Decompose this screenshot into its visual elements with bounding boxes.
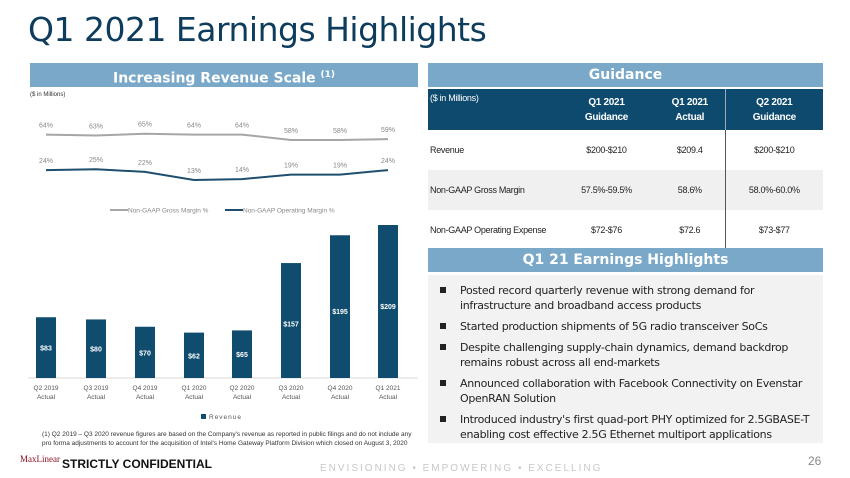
tick-label-sub: Actual [331,394,350,401]
bar [378,225,398,378]
data-label: 24% [39,158,53,165]
bullet-icon [440,380,446,386]
maxlinear-logo: MaxLinear [20,454,60,464]
tick-label-sub: Actual [233,394,252,401]
bar-label: $80 [90,347,102,354]
data-label: 14% [235,167,249,174]
tick-label-sub: Actual [37,394,56,401]
bar-label: $83 [40,346,52,353]
table-row: Revenue $200-$210 $209.4 $200-$210 [428,130,823,170]
col-header: Q1 2021 Actual [654,89,726,130]
bar-label: $157 [283,321,299,328]
table-row: Non-GAAP Gross Margin 57.5%-59.5% 58.6% 58.… [428,170,823,210]
footnote-ref: (1) [320,70,336,80]
revenue-header-text: Increasing Revenue Scale [112,70,316,87]
data-label: 25% [89,157,103,164]
tick-label: Q2 2019 [34,385,59,392]
data-label: 64% [187,123,201,130]
page-title: Q1 2021 Earnings Highlights [28,10,487,49]
data-label: 19% [333,163,347,170]
legend-swatch [201,414,206,419]
table-row: Non-GAAP Operating Expense $72-$76 $72.6 $7… [428,210,823,250]
highlights-header: Q1 21 Earnings Highlights [428,248,823,272]
bar-label: $209 [380,304,396,311]
bar [184,332,204,378]
units-label: ($ in Millions) [30,92,66,98]
data-label: 58% [333,128,347,135]
bar-label: $65 [236,352,248,359]
col-header: Q2 2021 Guidance [724,89,823,130]
data-label: 24% [381,158,395,165]
bar-label: $195 [332,309,348,316]
list-item: Posted record quarterly revenue with str… [440,283,813,313]
bullet-icon [440,416,446,422]
list-item: Announced collaboration with Facebook Co… [440,376,813,406]
bar-label: $62 [188,353,200,360]
bullet-icon [440,344,446,350]
bar [86,319,106,378]
col-header: Q1 2021 Guidance [558,89,655,130]
tick-label: Q4 2020 [328,385,353,392]
bullet-icon [440,287,446,293]
bar [281,263,301,378]
data-label: 13% [187,168,201,175]
data-label: 58% [284,128,298,135]
tick-label: Q4 2019 [133,385,158,392]
data-label: 64% [235,123,249,130]
revenue-panel-header: Increasing Revenue Scale (1) [30,63,418,87]
confidential-label: STRICTLY CONFIDENTIAL [62,457,213,471]
legend-label: Non-GAAP Gross Margin % [128,208,209,215]
tick-label-sub: Actual [87,394,106,401]
page-number: 26 [808,454,822,468]
tagline: ENVISIONING • EMPOWERING • EXCELLING [320,463,603,474]
bar-label: $70 [139,350,151,357]
data-label: 22% [138,160,152,167]
data-label: 65% [138,122,152,129]
units-cell: ($ in Millions) [428,89,558,130]
bullet-icon [440,323,446,329]
footnote: (1) Q2 2019 – Q3 2020 revenue figures ar… [42,431,412,447]
tick-label-sub: Actual [136,394,155,401]
tick-label-sub: Actual [185,394,204,401]
tick-label: Q2 2020 [230,385,255,392]
bar [232,330,252,378]
list-item: Introduced industry's first quad-port PH… [440,412,813,442]
list-item: Despite challenging supply-chain dynamic… [440,340,813,370]
guidance-table: ($ in Millions) Q1 2021 Guidance Q1 2021 A… [428,89,823,250]
data-label: 63% [89,124,103,131]
bar [135,326,155,378]
tick-label: Q3 2019 [84,385,109,392]
tick-label: Q1 2020 [182,385,207,392]
tick-label-sub: Actual [379,394,398,401]
series-line-1 [45,168,389,182]
data-label: 64% [39,123,53,130]
tick-label-sub: Actual [282,394,301,401]
bar [330,235,350,378]
margin-line-chart: 64% 63% 65% 64% 64% 58% 58% 59% Non-GAAP Gross M… [39,122,395,215]
list-item: Started production shipments of 5G radio… [440,319,813,334]
tick-label: Q1 2021 [376,385,401,392]
guidance-header: Guidance [428,63,823,87]
tick-label: Q3 2020 [279,385,304,392]
revenue-bar-chart: $83 Q2 2019 Actual $80 Q3 2019 Actual $70 Q4 20… [28,225,418,421]
bar [36,317,56,378]
data-label: 59% [381,127,395,134]
highlights-box: Posted record quarterly revenue with str… [428,275,823,443]
legend-label: Revenue [209,414,242,421]
data-label: 19% [284,163,298,170]
series-line-0 [45,132,389,141]
legend-label: Non-GAAP Operating Margin % [243,208,335,215]
